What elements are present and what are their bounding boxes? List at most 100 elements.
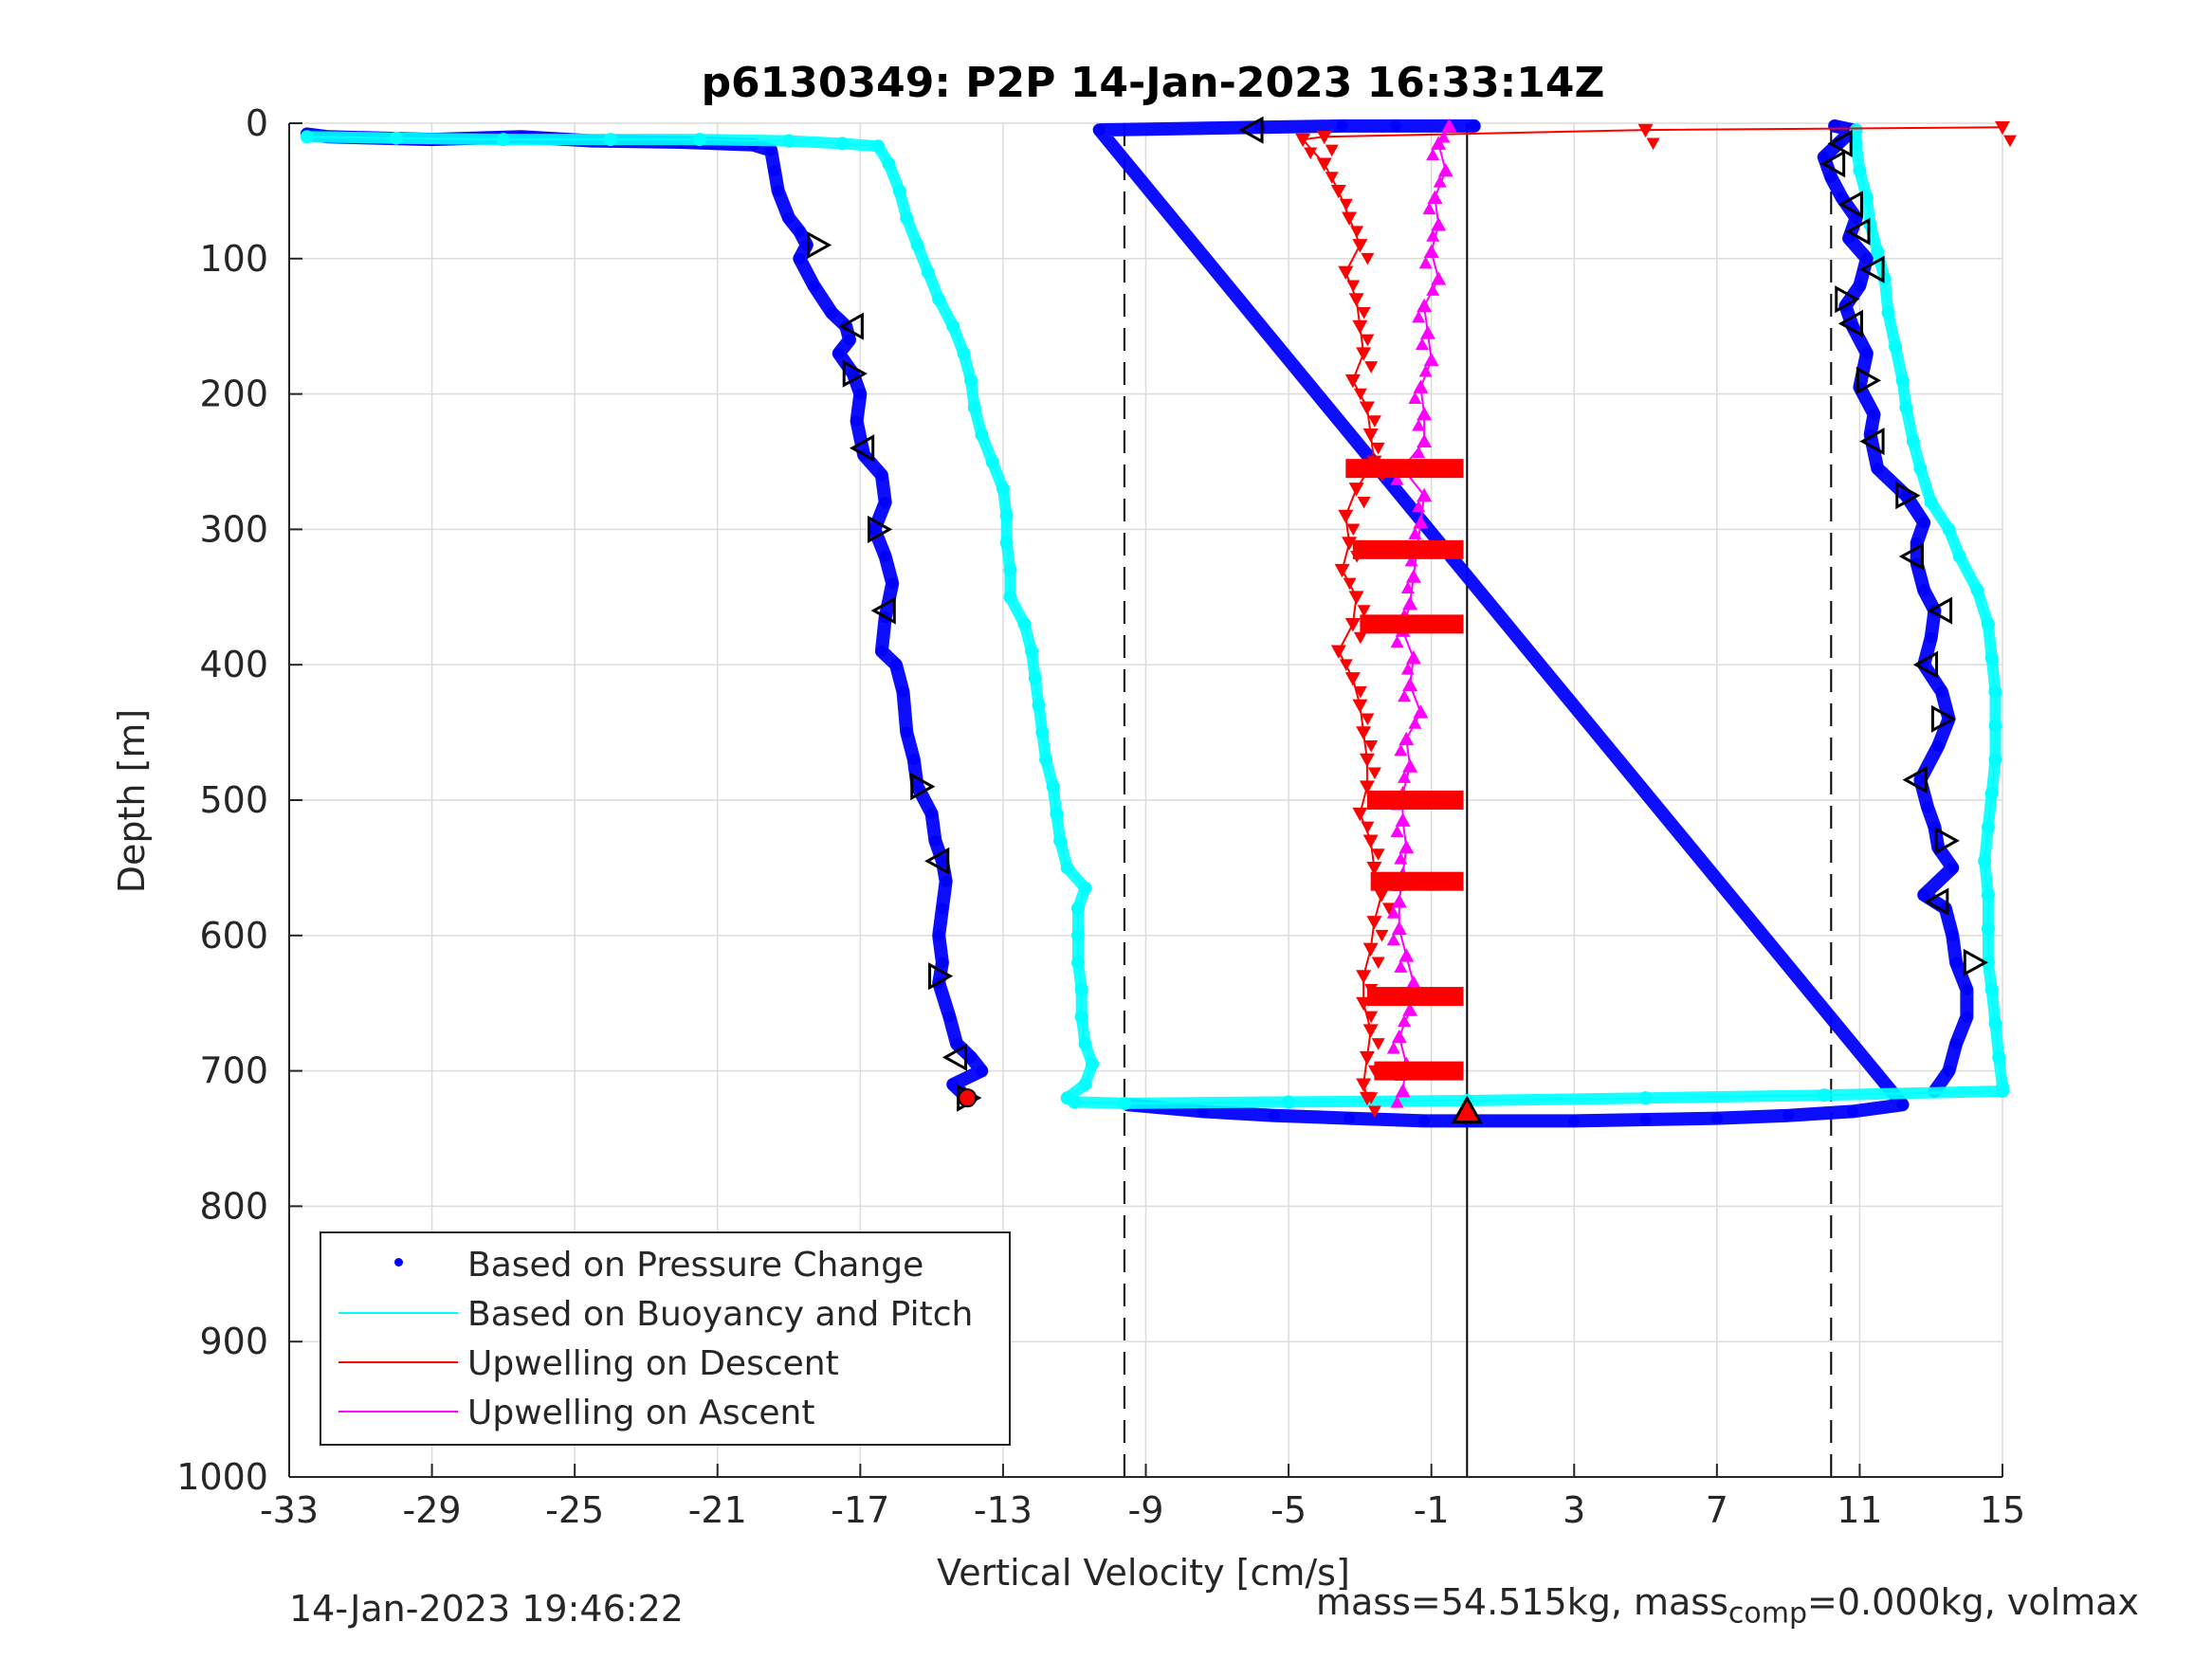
marker-triangle-left — [1827, 129, 1853, 157]
upwelling-ascent-marker — [1386, 906, 1400, 919]
upwelling-descent-marker — [1371, 957, 1385, 970]
upwelling-descent-marker — [1339, 198, 1353, 211]
marker-triangle-right — [910, 773, 936, 801]
legend-item-buoyancy-pitch: Based on Buoyancy and Pitch — [321, 1288, 1009, 1338]
upwelling-burst-band — [1366, 791, 1464, 810]
marker-triangle-left — [1837, 309, 1863, 337]
upwelling-descent-marker — [1350, 226, 1364, 238]
y-tick-label: 400 — [199, 644, 268, 685]
upwelling-ascent-marker — [1417, 487, 1433, 502]
upwelling-ascent-marker — [1417, 298, 1433, 313]
upwelling-descent-marker — [1366, 916, 1382, 930]
marker-triangle-left — [850, 434, 875, 463]
upwelling-ascent-marker — [1412, 500, 1426, 513]
marker-triangle-left — [1902, 766, 1928, 794]
legend-swatch-upwelling-descent — [338, 1361, 458, 1363]
upwelling-ascent-marker — [1412, 310, 1426, 323]
upwelling-ascent-marker — [1395, 812, 1411, 827]
marker-red-circle — [958, 1088, 978, 1108]
upwelling-descent-marker — [1344, 617, 1361, 632]
marker-triangle-left — [1859, 255, 1885, 283]
upwelling-burst-band — [1374, 1061, 1464, 1081]
upwelling-descent-marker — [1361, 713, 1375, 726]
upwelling-ascent-marker — [1394, 960, 1408, 973]
marker-triangle-left — [1898, 542, 1924, 571]
upwelling-burst-band — [1352, 539, 1464, 559]
upwelling-ascent-marker — [1398, 731, 1415, 746]
mass-prefix: mass=54.515kg, mass — [1316, 1581, 1728, 1623]
upwelling-ascent-marker — [1413, 515, 1429, 529]
x-tick-label: -33 — [260, 1489, 319, 1531]
upwelling-descent-marker — [1362, 942, 1379, 957]
marker-triangle-left — [1859, 428, 1885, 456]
y-tick-label: 700 — [199, 1050, 268, 1092]
upwelling-ascent-marker — [1402, 1002, 1418, 1016]
upwelling-ascent-marker — [1431, 217, 1447, 231]
y-tick-label: 500 — [199, 779, 268, 821]
upwelling-descent-marker — [1352, 807, 1368, 822]
upwelling-ascent-marker — [1402, 677, 1418, 692]
marker-triangle-right — [842, 359, 868, 388]
marker-triangle-left — [941, 1043, 968, 1071]
legend-label: Upwelling on Ascent — [467, 1394, 815, 1432]
upwelling-ascent-marker — [1395, 1084, 1411, 1098]
legend-label: Upwelling on Descent — [467, 1344, 839, 1383]
upwelling-descent-marker — [1356, 970, 1372, 984]
legend: Based on Pressure Change Based on Buoyan… — [320, 1231, 1011, 1446]
upwelling-descent-marker — [1338, 265, 1354, 281]
upwelling-descent-marker — [1373, 888, 1389, 902]
upwelling-descent-marker — [1364, 1011, 1379, 1024]
upwelling-ascent-marker — [1423, 244, 1439, 259]
y-tick-label: 1000 — [176, 1456, 268, 1498]
y-axis-label: Depth [m] — [111, 709, 153, 894]
upwelling-ascent-marker — [1419, 325, 1435, 339]
marker-triangle-right — [1930, 704, 1957, 733]
legend-item-upwelling-descent: Upwelling on Descent — [321, 1338, 1009, 1387]
legend-swatch-upwelling-ascent — [338, 1411, 458, 1413]
upwelling-descent-marker — [1359, 401, 1375, 415]
y-tick-label: 600 — [199, 915, 268, 957]
upwelling-descent-marker — [1371, 1038, 1385, 1050]
upwelling-descent-marker — [2003, 135, 2017, 148]
upwelling-descent-marker — [1316, 130, 1332, 145]
upwelling-descent-marker — [1371, 442, 1385, 455]
upwelling-descent-marker — [1325, 172, 1339, 184]
marker-triangle-left — [838, 312, 864, 340]
upwelling-ascent-marker — [1390, 635, 1404, 648]
marker-triangle-left — [1845, 217, 1871, 246]
upwelling-descent-marker — [1330, 185, 1346, 199]
upwelling-descent-marker — [1361, 334, 1375, 347]
upwelling-ascent-marker — [1390, 473, 1404, 485]
upwelling-ascent-marker — [1412, 446, 1426, 459]
upwelling-descent-marker — [1367, 1105, 1381, 1119]
marker-triangle-right — [1856, 366, 1882, 394]
upwelling-descent-marker — [1352, 239, 1368, 253]
legend-swatch-pressure-change — [394, 1258, 403, 1267]
x-tick-label: 15 — [1980, 1489, 2025, 1531]
upwelling-descent-marker — [1334, 563, 1350, 578]
marker-triangle-left — [924, 847, 950, 875]
upwelling-ascent-marker — [1422, 202, 1436, 215]
marker-triangle-left — [1927, 596, 1953, 625]
y-tick-label: 800 — [199, 1185, 268, 1227]
marker-triangle-right — [1934, 827, 1960, 855]
upwelling-ascent-marker — [1402, 758, 1418, 773]
x-tick-label: -5 — [1271, 1489, 1307, 1531]
upwelling-descent-marker — [1364, 740, 1379, 753]
y-tick-label: 300 — [199, 508, 268, 550]
legend-swatch-buoyancy-pitch — [338, 1312, 458, 1314]
upwelling-descent-marker — [1325, 144, 1339, 157]
upwelling-descent-marker — [1295, 133, 1311, 148]
upwelling-ascent-marker — [1423, 352, 1439, 367]
upwelling-descent-marker — [1361, 252, 1375, 265]
upwelling-descent-marker — [1359, 753, 1375, 768]
upwelling-ascent-marker — [1405, 650, 1421, 665]
upwelling-burst-band — [1360, 614, 1464, 634]
upwelling-descent-marker — [1381, 902, 1396, 915]
upwelling-descent-marker — [1375, 929, 1389, 942]
upwelling-descent-marker — [1356, 726, 1372, 740]
upwelling-ascent-marker — [1413, 704, 1429, 719]
x-axis-ticks: -33 -29 -25 -21 -17 -13 -9 -5 -1 3 7 11 15 — [260, 1464, 2025, 1531]
turn-markers — [807, 116, 1988, 1124]
upwelling-ascent-marker — [1431, 271, 1447, 285]
